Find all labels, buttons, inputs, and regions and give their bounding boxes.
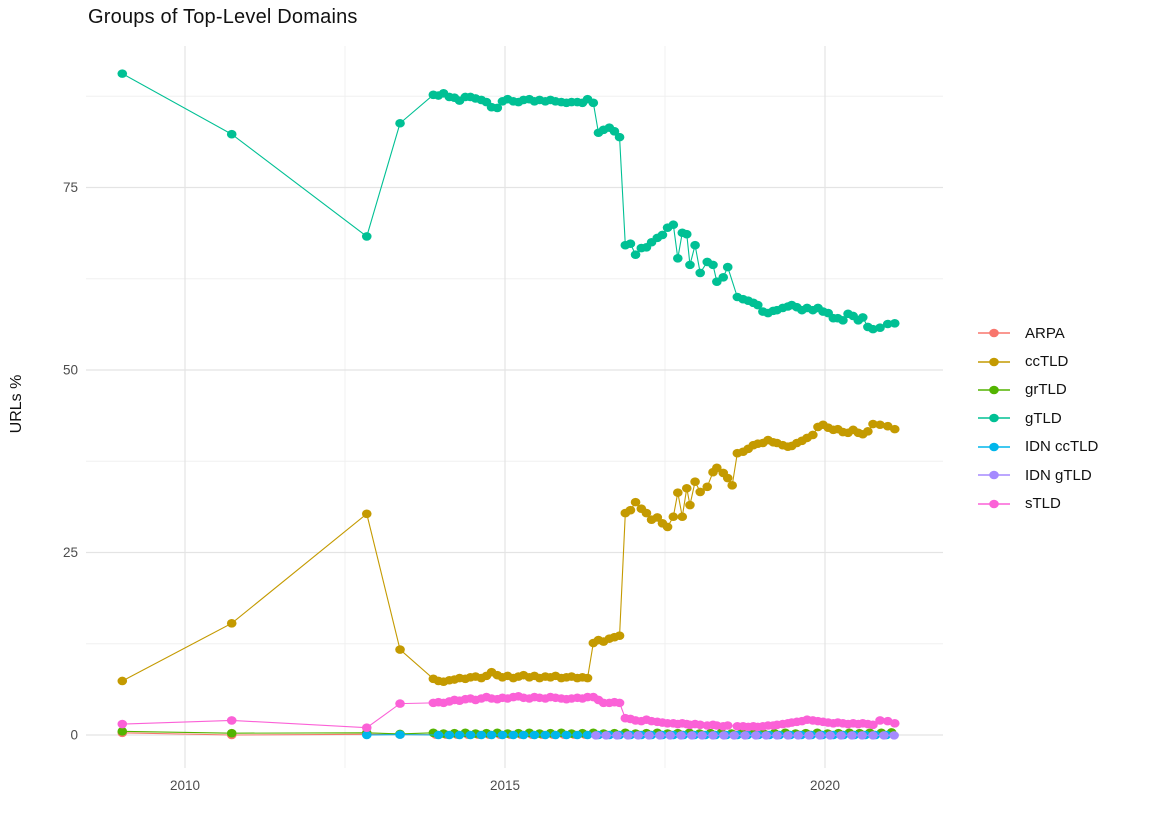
- legend-item-idn-cctld: IDN ccTLD: [977, 433, 1098, 461]
- x-tick-label: 2010: [170, 778, 200, 793]
- legend-key-idn-gtld-icon: [978, 470, 1010, 480]
- legend: ARPA ccTLD grTLD gTLD IDN ccTLD IDN gTLD sTLD: [977, 319, 1098, 518]
- legend-item-grtld: grTLD: [977, 376, 1098, 404]
- legend-key-stld-icon: [978, 499, 1010, 508]
- legend-key-grtld-icon: [978, 385, 1010, 395]
- legend-label-gtld: gTLD: [1025, 409, 1062, 427]
- y-axis-title: URLs %: [8, 374, 25, 434]
- y-tick-label: 75: [63, 180, 78, 195]
- legend-label-arpa: ARPA: [1025, 324, 1065, 342]
- series-idn-gtld: [591, 731, 899, 740]
- y-tick-label: 50: [63, 363, 78, 378]
- legend-key-gtld-icon: [978, 414, 1010, 423]
- x-tick-label: 2015: [490, 778, 520, 793]
- grid-major: [86, 46, 943, 768]
- x-tick-label: 2020: [810, 778, 840, 793]
- legend-item-cctld: ccTLD: [977, 347, 1098, 375]
- series-stld: [117, 692, 900, 732]
- legend-label-grtld: grTLD: [1025, 381, 1067, 399]
- legend-item-stld: sTLD: [977, 489, 1098, 517]
- legend-label-cctld: ccTLD: [1025, 353, 1069, 371]
- legend-key-arpa-icon: [978, 328, 1010, 338]
- y-tick-label: 0: [70, 728, 78, 743]
- axis-tick-labels: 0 25 50 75 2010 2015 2020: [63, 180, 840, 793]
- legend-label-stld: sTLD: [1025, 495, 1061, 513]
- grid-minor: [86, 46, 943, 768]
- series-gtld: [117, 69, 900, 334]
- legend-label-idn-cctld: IDN ccTLD: [1025, 438, 1099, 456]
- chart-title: Groups of Top-Level Domains: [88, 6, 358, 28]
- legend-key-cctld-icon: [978, 357, 1010, 366]
- series-cctld: [117, 419, 900, 687]
- legend-item-gtld: gTLD: [977, 404, 1098, 432]
- y-tick-label: 25: [63, 545, 78, 560]
- legend-label-idn-gtld: IDN gTLD: [1025, 466, 1092, 484]
- legend-item-idn-gtld: IDN gTLD: [977, 461, 1098, 489]
- legend-item-arpa: ARPA: [977, 319, 1098, 347]
- legend-key-idn-cctld-icon: [978, 442, 1010, 452]
